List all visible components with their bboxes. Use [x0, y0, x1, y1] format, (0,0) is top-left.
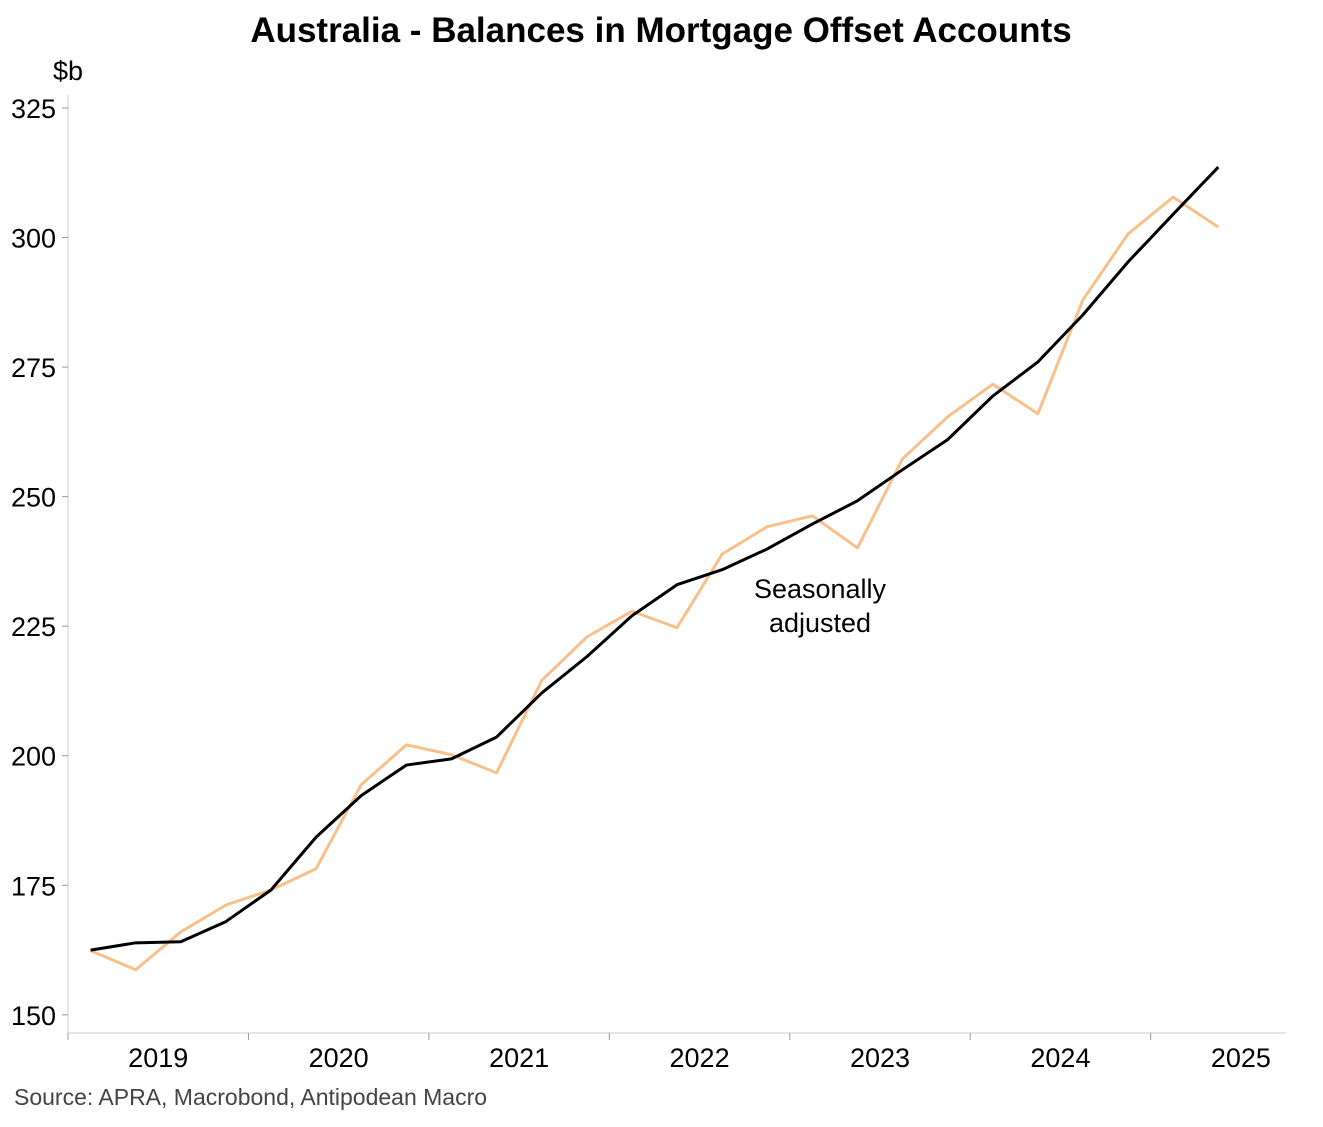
series-line [89, 195, 1220, 972]
y-tick-label: 150 [11, 1001, 56, 1031]
y-axis-label: $b [53, 56, 83, 86]
x-tick-label: 2022 [670, 1043, 730, 1073]
series-line [90, 165, 1220, 952]
x-tick-label: 2025 [1211, 1043, 1271, 1073]
y-tick-label: 200 [11, 742, 56, 772]
x-tick-label: 2021 [489, 1043, 549, 1073]
y-tick-label: 175 [11, 871, 56, 901]
y-tick-label: 325 [11, 94, 56, 124]
x-tick-label: 2023 [850, 1043, 910, 1073]
y-tick-label: 275 [11, 353, 56, 383]
y-tick-label: 225 [11, 612, 56, 642]
series-annotation: Seasonally adjusted [753, 574, 887, 638]
y-tick-label: 300 [11, 224, 56, 254]
chart-title: Australia - Balances in Mortgage Offset … [250, 11, 1071, 50]
x-tick-label: 2020 [309, 1043, 369, 1073]
x-tick-label: 2019 [128, 1043, 188, 1073]
y-tick-label: 250 [11, 483, 56, 513]
x-tick-label: 2024 [1030, 1043, 1090, 1073]
source: Source: APRA, Macrobond, Antipodean Macr… [14, 1084, 487, 1110]
